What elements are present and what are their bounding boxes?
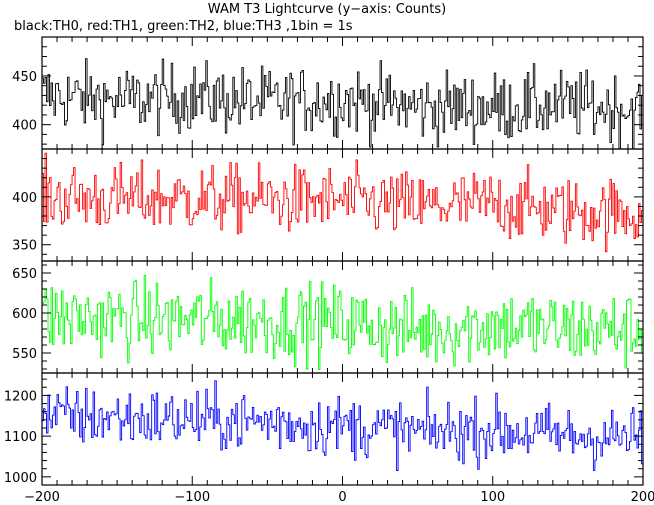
y-tick-label: 550 <box>12 347 37 362</box>
panel-frame-TH3 <box>41 372 644 486</box>
y-tick-label: 400 <box>12 119 37 134</box>
series-line-TH1 <box>42 152 644 253</box>
x-tick-label: −100 <box>174 490 210 505</box>
x-tick-label: 0 <box>338 490 346 505</box>
series-line-TH3 <box>42 380 644 471</box>
series-line-TH2 <box>42 275 644 370</box>
y-tick-label: 1100 <box>4 430 37 445</box>
y-tick-label: 600 <box>12 307 37 322</box>
y-tick-label: 1200 <box>4 389 37 404</box>
chart-title: WAM T3 Lightcurve (y−axis: Counts) <box>207 2 447 17</box>
y-tick-label: 400 <box>12 191 37 206</box>
y-tick-label: 650 <box>12 267 37 282</box>
y-tick-label: 450 <box>12 70 37 85</box>
y-tick-label: 1000 <box>4 471 37 486</box>
y-tick-label: 350 <box>12 239 37 254</box>
series-line-TH0 <box>42 58 644 150</box>
x-tick-label: 100 <box>480 490 505 505</box>
chart-subtitle: black:TH0, red:TH1, green:TH2, blue:TH3 … <box>14 19 353 34</box>
panel-frame-TH0 <box>41 36 644 150</box>
x-tick-label: −200 <box>24 490 60 505</box>
x-tick-label: 200 <box>631 490 654 505</box>
